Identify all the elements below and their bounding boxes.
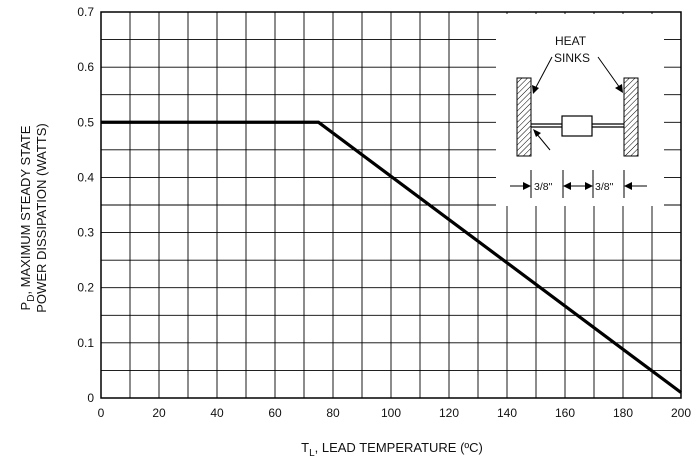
heat-sink-right-arrowhead bbox=[615, 84, 623, 93]
x-tick-label: 200 bbox=[671, 406, 691, 420]
series-line bbox=[101, 120, 682, 394]
contact-arrowhead bbox=[533, 129, 541, 137]
x-tick-label: 140 bbox=[497, 406, 517, 420]
right-heat-sink bbox=[623, 77, 639, 157]
y-tick-label: 0.1 bbox=[77, 336, 94, 350]
heat-sink-left-arrowhead bbox=[532, 85, 539, 94]
y-tick-label: 0.5 bbox=[77, 115, 94, 129]
diode-body bbox=[561, 115, 593, 137]
y-axis-title-line1: PD, MAXIMUM STEADY STATE bbox=[18, 125, 37, 310]
dim-label-left: 3/8" bbox=[534, 181, 553, 193]
heat-sink-diagram: HEAT SINKS 3/8" 3/8" bbox=[496, 14, 664, 206]
x-tick-label: 100 bbox=[381, 406, 401, 420]
y-tick-label: 0.2 bbox=[77, 281, 94, 295]
left-heat-sink bbox=[516, 77, 532, 157]
dim-label-right: 3/8" bbox=[595, 181, 614, 193]
y-axis-title-line2: POWER DISSIPATION (WATTS) bbox=[34, 123, 49, 312]
x-tick-label: 120 bbox=[439, 406, 459, 420]
x-tick-label: 180 bbox=[613, 406, 633, 420]
x-tick-label: 0 bbox=[98, 406, 105, 420]
y-tick-label: 0.4 bbox=[77, 170, 94, 184]
heat-sinks-label-line2: SINKS bbox=[554, 51, 590, 65]
x-tick-label: 80 bbox=[326, 406, 340, 420]
x-axis-title: TL, LEAD TEMPERATURE (ºC) bbox=[301, 440, 483, 459]
heat-sinks-label-line1: HEAT bbox=[555, 34, 587, 48]
y-tick-label: 0.6 bbox=[77, 60, 94, 74]
heat-sink-left-leader bbox=[534, 56, 553, 90]
y-tick-label: 0 bbox=[87, 391, 94, 405]
x-tick-labels: 0 20 40 60 80 100 120 140 160 180 200 bbox=[98, 406, 692, 420]
x-tick-label: 60 bbox=[268, 406, 282, 420]
x-tick-label: 40 bbox=[210, 406, 224, 420]
contact-leader bbox=[535, 132, 551, 151]
x-tick-label: 160 bbox=[555, 406, 575, 420]
y-tick-label: 0.3 bbox=[77, 226, 94, 240]
y-tick-labels: 0 0.1 0.2 0.3 0.4 0.5 0.6 0.7 bbox=[77, 5, 94, 405]
y-tick-label: 0.7 bbox=[77, 5, 94, 19]
y-axis-title: PD, MAXIMUM STEADY STATE POWER DISSIPATI… bbox=[18, 123, 49, 312]
heat-sink-right-leader bbox=[597, 56, 621, 89]
series-lines bbox=[101, 120, 682, 394]
plot-frame bbox=[100, 11, 682, 399]
x-tick-label: 20 bbox=[152, 406, 166, 420]
